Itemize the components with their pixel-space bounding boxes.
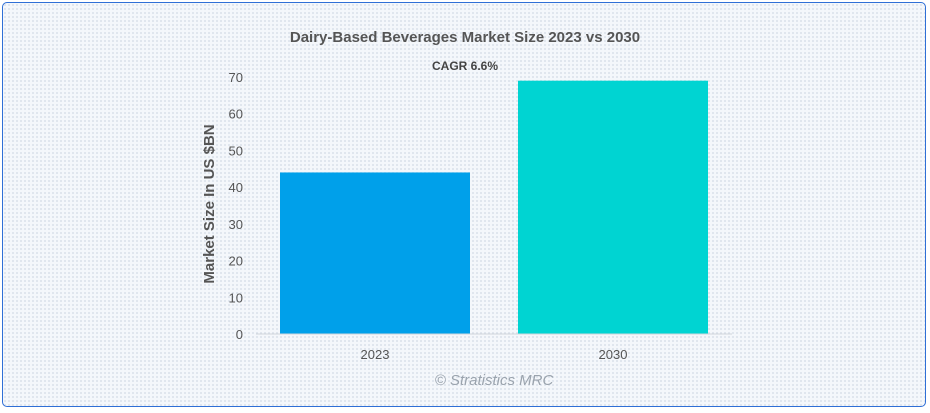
y-tick-label: 70 <box>229 70 243 85</box>
y-tick-label: 20 <box>229 254 243 269</box>
y-tick-label: 60 <box>229 107 243 122</box>
y-tick-label: 30 <box>229 217 243 232</box>
bar-2030 <box>518 80 708 335</box>
bar-2023 <box>280 172 470 334</box>
x-tick-label: 2023 <box>361 347 390 362</box>
watermark: © Stratistics MRC <box>435 372 554 389</box>
y-tick-label: 40 <box>229 180 243 195</box>
cagr-annotation: CAGR 6.6% <box>432 59 498 73</box>
y-tick-label: 0 <box>236 327 243 342</box>
y-tick-label: 10 <box>229 290 243 305</box>
chart-title: Dairy-Based Beverages Market Size 2023 v… <box>290 29 640 46</box>
bars <box>280 80 708 335</box>
x-tick-label: 2030 <box>599 347 628 362</box>
x-axis-ticks: 2023 2030 <box>361 347 628 362</box>
y-tick-label: 50 <box>229 143 243 158</box>
y-axis-label: Market Size In US $BN <box>201 124 218 283</box>
y-axis-ticks: 0 10 20 30 40 50 60 70 <box>229 70 243 342</box>
